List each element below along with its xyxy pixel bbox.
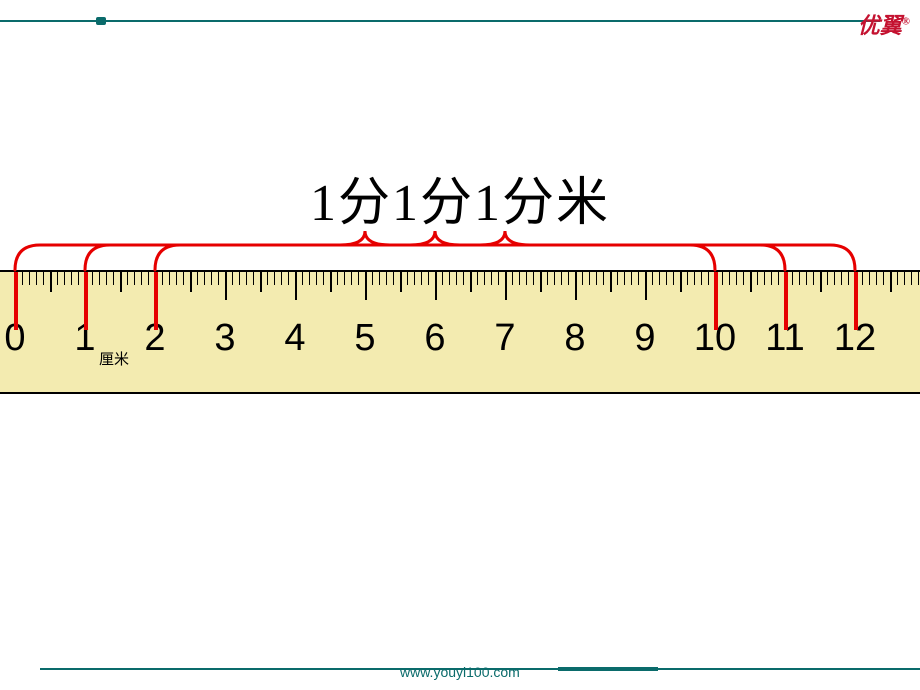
ruler-body: 01厘米23456789101112 bbox=[0, 270, 920, 394]
ruler-number: 9 bbox=[634, 317, 655, 360]
cm-unit-label: 厘米 bbox=[99, 348, 129, 369]
highlight-tick bbox=[854, 272, 858, 330]
highlight-tick bbox=[714, 272, 718, 330]
logo-text: 优翼 bbox=[858, 13, 902, 38]
ruler-number: 3 bbox=[214, 317, 235, 360]
ruler-number: 4 bbox=[284, 317, 305, 360]
ruler-container: 01厘米23456789101112 bbox=[0, 270, 920, 390]
ruler-number: 6 bbox=[424, 317, 445, 360]
header-divider bbox=[0, 20, 880, 22]
logo-suffix: ® bbox=[902, 16, 910, 28]
brace-line bbox=[155, 231, 855, 270]
footer-divider-accent bbox=[558, 667, 658, 671]
highlight-tick bbox=[14, 272, 18, 330]
ruler-number: 7 bbox=[494, 317, 515, 360]
highlight-tick bbox=[154, 272, 158, 330]
highlight-tick bbox=[784, 272, 788, 330]
header-divider-knob bbox=[96, 17, 106, 25]
brace-line bbox=[15, 231, 715, 270]
ruler-number: 8 bbox=[564, 317, 585, 360]
brace-overlay bbox=[0, 220, 920, 280]
footer-url: www.youyi100.com bbox=[400, 664, 520, 680]
ruler-number: 5 bbox=[354, 317, 375, 360]
highlight-tick bbox=[84, 272, 88, 330]
brace-line bbox=[85, 231, 785, 270]
brand-logo: 优翼® bbox=[858, 8, 910, 40]
